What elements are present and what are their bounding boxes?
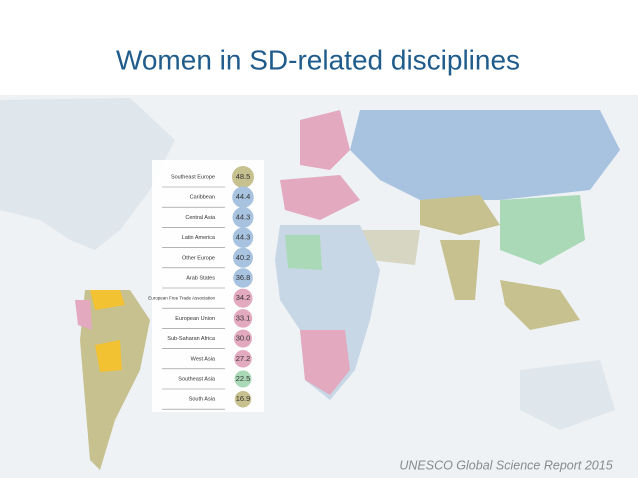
region-value: 48.5	[236, 172, 251, 181]
value-circle	[233, 288, 253, 308]
value-circle	[234, 329, 252, 348]
region-value: 44.4	[236, 192, 251, 201]
region-value: 34.2	[236, 293, 251, 302]
southeast-asia	[500, 280, 580, 330]
north-africa	[285, 235, 322, 270]
region-name: European Union	[175, 316, 215, 322]
value-circle	[232, 186, 254, 208]
region-list: Southeast Europe 48.5 Caribbean 44.4 Central…	[148, 166, 254, 410]
value-circle	[234, 350, 252, 368]
china	[500, 195, 585, 265]
russia	[350, 110, 620, 200]
region-name: Central Asia	[185, 215, 216, 221]
value-circle	[233, 247, 253, 268]
value-circle	[233, 268, 253, 288]
central-asia	[420, 195, 500, 235]
colombia	[75, 300, 92, 330]
venezuela	[90, 290, 125, 310]
bolivia	[95, 340, 122, 372]
region-value: 36.8	[236, 273, 251, 282]
world-map	[0, 95, 638, 478]
india	[440, 240, 480, 300]
region-value: 44.3	[236, 212, 251, 221]
region-value: 33.1	[236, 313, 251, 322]
region-name: Caribbean	[190, 195, 215, 201]
region-value: 40.2	[236, 253, 251, 262]
region-name: West Asia	[191, 356, 216, 362]
region-name: Arab States	[186, 275, 215, 281]
region-name: Southeast Asia	[178, 376, 216, 382]
region-value: 16.9	[236, 394, 251, 403]
value-circle	[234, 370, 252, 388]
value-circle	[234, 390, 252, 408]
region-value: 22.5	[236, 374, 251, 383]
europe	[280, 175, 360, 220]
value-circle	[232, 206, 254, 228]
southern-africa	[300, 330, 350, 395]
region-name: Other Europe	[182, 255, 215, 261]
region-name: Sub-Saharan Africa	[167, 336, 216, 342]
slide-title: Women in SD-related disciplines	[116, 44, 520, 75]
north-america	[0, 98, 175, 250]
source: UNESCO Global Science Report 2015	[399, 458, 612, 472]
region-value: 30.0	[236, 334, 251, 343]
region-value: 27.2	[236, 354, 251, 363]
arab-peninsula	[360, 230, 420, 265]
value-circle	[232, 227, 254, 248]
region-name: Southeast Europe	[171, 174, 215, 180]
region-name: European Free Trade Association	[148, 295, 215, 300]
value-circle	[233, 309, 253, 328]
australia	[520, 360, 615, 430]
scandinavia	[300, 110, 350, 170]
region-name: Latin America	[182, 235, 216, 241]
value-circle	[232, 166, 254, 188]
region-value: 44.3	[236, 233, 251, 242]
region-name: South Asia	[189, 397, 216, 403]
south-america	[80, 290, 150, 470]
